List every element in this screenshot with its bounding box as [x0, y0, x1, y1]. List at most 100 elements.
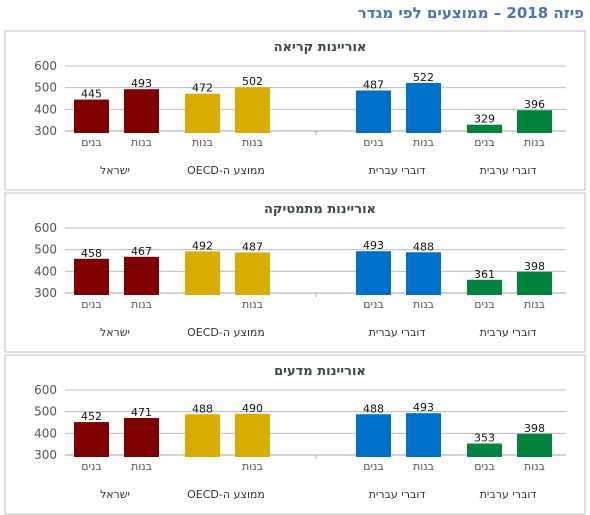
y-tick-label: 400	[34, 264, 57, 278]
data-label: 493	[131, 77, 152, 90]
data-label: 502	[242, 75, 263, 88]
bar	[406, 413, 441, 457]
bar	[517, 110, 552, 133]
bar	[467, 279, 502, 295]
bar	[406, 82, 441, 133]
category-label: בנות	[524, 298, 545, 311]
chart-panel-2: אוריינות מתמטיקה 300 400 500 600 458 בנים 467 בנ…	[4, 192, 586, 353]
data-label: 445	[81, 88, 102, 101]
panel-title: אוריינות מתמטיקה	[264, 202, 376, 217]
bar	[185, 251, 220, 295]
y-tick-label: 600	[34, 383, 57, 397]
data-label: 522	[413, 71, 434, 84]
chart-panel-1: אוריינות קריאה 300 400 500 600 445 בנים 493 בנות…	[4, 30, 586, 191]
group-label: דוברי עברית	[369, 326, 426, 339]
data-label: 488	[413, 240, 434, 253]
data-label: 353	[474, 432, 495, 445]
group-label: דוברי ערבית	[480, 326, 537, 339]
category-label: בנות	[524, 136, 545, 149]
group-label: ישראל	[100, 326, 130, 339]
data-label: 471	[131, 406, 152, 419]
category-label: בנים	[474, 298, 495, 311]
y-tick-label: 300	[34, 286, 57, 300]
y-tick-label: 400	[34, 102, 57, 116]
category-label: בנים	[81, 298, 102, 311]
group-label: דוברי ערבית	[480, 164, 537, 177]
y-tick-label: 600	[34, 59, 57, 73]
bar	[124, 89, 159, 133]
category-label: בנות	[242, 298, 263, 311]
bar	[74, 99, 109, 133]
bar	[356, 251, 391, 295]
panel-title: אוריינות מדעים	[274, 364, 366, 379]
category-label: בנות	[413, 136, 434, 149]
y-tick-label: 300	[34, 448, 57, 462]
category-label: בנות	[192, 136, 213, 149]
bar	[185, 414, 220, 457]
chart-panel-3: אוריינות מדעים 300 400 500 600 452 בנים 471 בנות…	[4, 354, 586, 515]
category-label: בנות	[413, 298, 434, 311]
bar	[235, 413, 270, 457]
bar	[235, 87, 270, 133]
data-label: 329	[474, 113, 495, 126]
data-label: 492	[192, 239, 213, 252]
bar	[124, 417, 159, 457]
group-label: ישראל	[100, 488, 130, 501]
data-label: 493	[413, 401, 434, 414]
group-label: ממוצע ה-OECD	[187, 326, 265, 339]
bar	[74, 258, 109, 295]
data-label: 488	[363, 402, 384, 415]
data-label: 396	[524, 98, 545, 111]
page-title: פיזה 2018 – ממוצעים לפי מגדר	[357, 4, 584, 22]
data-label: 467	[131, 245, 152, 258]
category-label: בנים	[363, 136, 384, 149]
data-label: 493	[363, 239, 384, 252]
bar	[74, 422, 109, 457]
y-tick-label: 600	[34, 221, 57, 235]
bar	[467, 443, 502, 457]
group-label: דוברי ערבית	[480, 488, 537, 501]
y-tick-label: 300	[34, 124, 57, 138]
group-label: ממוצע ה-OECD	[187, 164, 265, 177]
category-label: בנים	[81, 136, 102, 149]
group-label: דוברי עברית	[369, 488, 426, 501]
category-label: בנים	[81, 460, 102, 473]
group-label: ישראל	[100, 164, 130, 177]
category-label: בנים	[363, 298, 384, 311]
category-label: בנים	[363, 460, 384, 473]
group-label: ממוצע ה-OECD	[187, 488, 265, 501]
data-label: 488	[192, 402, 213, 415]
data-label: 487	[242, 240, 263, 253]
y-tick-label: 400	[34, 426, 57, 440]
data-label: 398	[524, 422, 545, 435]
category-label: בנות	[413, 460, 434, 473]
bar	[406, 252, 441, 295]
data-label: 452	[81, 410, 102, 423]
category-label: בנות	[131, 298, 152, 311]
y-tick-label: 500	[34, 81, 57, 95]
bar	[517, 433, 552, 457]
bar	[356, 90, 391, 133]
bar	[185, 93, 220, 133]
category-label: בנות	[131, 460, 152, 473]
bar	[517, 271, 552, 295]
data-label: 361	[474, 268, 495, 281]
bar	[356, 414, 391, 457]
data-label: 487	[363, 78, 384, 91]
category-label: בנים	[474, 460, 495, 473]
group-label: דוברי עברית	[369, 164, 426, 177]
y-tick-label: 500	[34, 243, 57, 257]
y-tick-label: 500	[34, 405, 57, 419]
panel-title: אוריינות קריאה	[274, 40, 367, 55]
bar	[124, 256, 159, 295]
data-label: 458	[81, 247, 102, 260]
data-label: 398	[524, 260, 545, 273]
category-label: בנות	[524, 460, 545, 473]
category-label: בנות	[242, 460, 263, 473]
category-label: בנים	[474, 136, 495, 149]
data-label: 490	[242, 402, 263, 415]
bar	[235, 252, 270, 295]
bar	[467, 124, 502, 133]
data-label: 472	[192, 82, 213, 95]
